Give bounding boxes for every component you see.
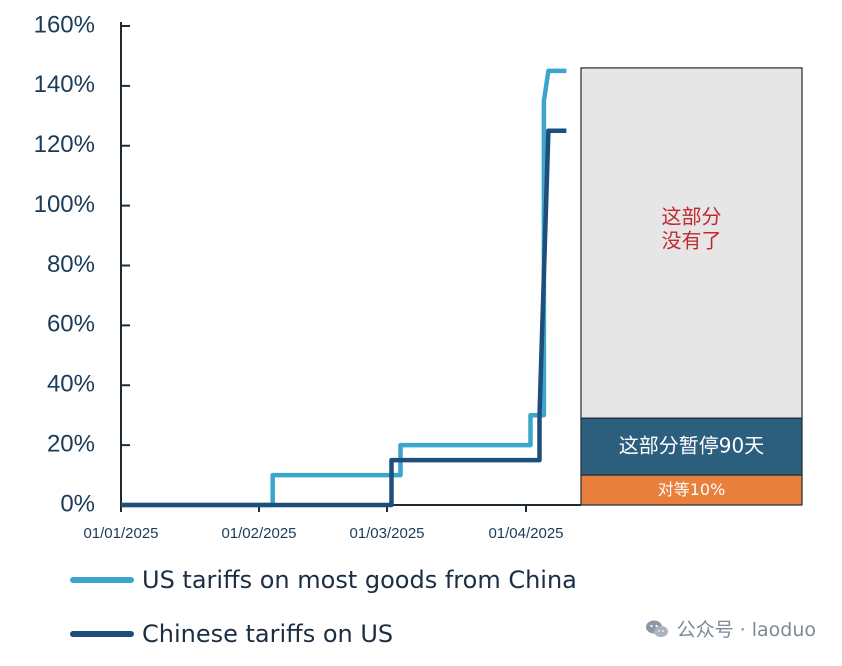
- annotation-box-1: [580, 417, 803, 476]
- y-tick-label: 140%: [34, 71, 95, 98]
- watermark: 公众号 · laoduo: [645, 615, 816, 642]
- legend-item-china-tariffs: Chinese tariffs on US: [70, 620, 393, 648]
- y-tick-label: 120%: [34, 131, 95, 158]
- y-tick-label: 40%: [47, 371, 95, 398]
- y-tick-label: 160%: [34, 11, 95, 38]
- y-tick-label: 100%: [34, 191, 95, 218]
- annotation-text-1: 这部分暂停90天: [619, 433, 764, 457]
- x-tick-label: 01/03/2025: [349, 525, 424, 542]
- legend-item-us-tariffs: US tariffs on most goods from China: [70, 566, 577, 594]
- annotation-text-2: 对等10%: [658, 480, 726, 499]
- legend-swatch-us: [70, 577, 134, 583]
- x-tick-label: 01/01/2025: [83, 525, 158, 542]
- legend-label-china: Chinese tariffs on US: [142, 620, 394, 648]
- annotation-text-0: 这部分没有了: [662, 204, 722, 252]
- y-tick-label: 80%: [47, 251, 95, 278]
- annotation-box-2: [580, 474, 803, 506]
- y-tick-label: 0%: [60, 490, 95, 517]
- wechat-icon: [645, 620, 668, 637]
- x-tick-label: 01/04/2025: [488, 525, 563, 542]
- series-line-0: [121, 68, 567, 508]
- x-tick-label: 01/02/2025: [221, 525, 296, 542]
- y-tick-label: 60%: [47, 311, 95, 338]
- annotation-box-0: [580, 67, 803, 419]
- legend-swatch-china: [70, 631, 134, 637]
- axes: 0% 20% 40% 60% 80% 100% 120% 140% 160% 01/01/2025…: [34, 11, 581, 542]
- legend-label-us: US tariffs on most goods from China: [142, 566, 577, 594]
- series-line-1: [121, 128, 567, 508]
- series-lines: [121, 68, 567, 508]
- y-tick-label: 20%: [47, 430, 95, 457]
- watermark-text: 公众号 · laoduo: [676, 619, 816, 641]
